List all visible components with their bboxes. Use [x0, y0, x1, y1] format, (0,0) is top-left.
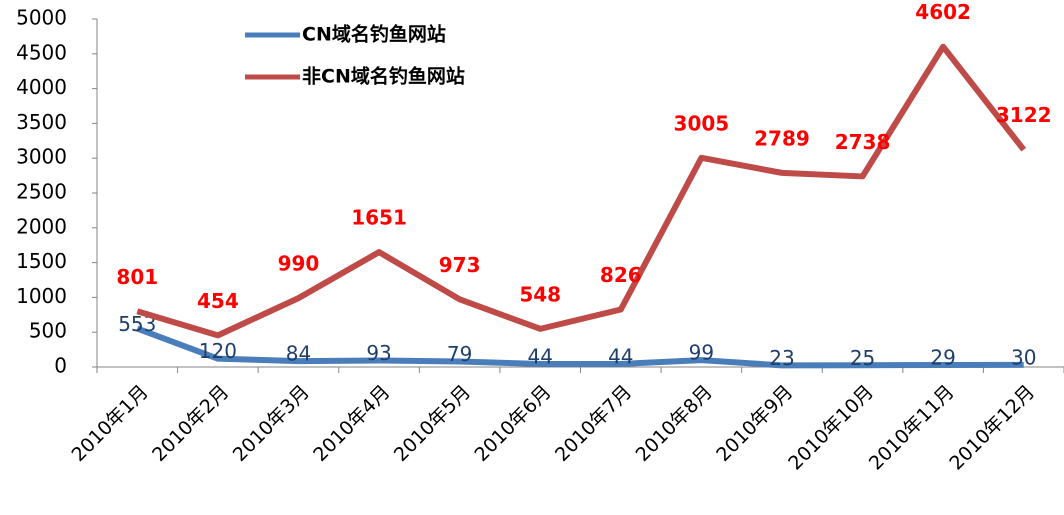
data-label: 84	[286, 342, 311, 366]
y-tick-label: 4000	[16, 75, 67, 99]
data-label: 801	[116, 265, 158, 289]
data-label: 3005	[674, 111, 730, 135]
x-tick-label: 2010年12月	[945, 381, 1039, 475]
data-label: 93	[366, 341, 391, 365]
data-label: 3122	[996, 103, 1052, 127]
data-label: 99	[689, 341, 714, 365]
data-label: 44	[527, 344, 552, 368]
y-tick-label: 4500	[16, 40, 67, 64]
data-label: 30	[1011, 345, 1036, 369]
legend-label: 非CN域名钓鱼网站	[302, 65, 465, 88]
y-tick-label: 5000	[16, 6, 67, 30]
line	[136, 325, 1024, 369]
data-label: 1651	[351, 206, 407, 230]
y-tick-label: 3000	[16, 145, 67, 169]
x-tick-label: 2010年7月	[551, 381, 636, 466]
x-tick-label: 2010年8月	[632, 381, 717, 466]
data-label: 548	[519, 282, 561, 306]
y-tick-label: 1500	[16, 249, 67, 273]
x-tick-label: 2010年5月	[390, 381, 475, 466]
data-label: 990	[278, 252, 320, 276]
data-label: 79	[447, 342, 472, 366]
data-label: 2789	[754, 126, 810, 150]
x-tick-label: 2010年1月	[68, 381, 153, 466]
data-label: 44	[608, 344, 633, 368]
x-tick-label: 2010年4月	[309, 381, 394, 466]
legend-label: CN域名钓鱼网站	[302, 23, 446, 46]
data-label: 29	[930, 345, 955, 369]
data-label: 4602	[915, 0, 971, 24]
data-label: 826	[600, 263, 642, 287]
x-tick-label: 2010年2月	[148, 381, 233, 466]
x-tick-label: 2010年9月	[712, 381, 797, 466]
line	[136, 43, 1027, 339]
x-tick-label: 2010年6月	[470, 381, 555, 466]
x-tick-label: 2010年10月	[784, 381, 878, 475]
data-label: 973	[439, 253, 481, 277]
x-tick-label: 2010年11月	[865, 381, 959, 475]
y-tick-label: 500	[29, 319, 67, 343]
y-tick-label: 3500	[16, 110, 67, 134]
y-tick-label: 1000	[16, 284, 67, 308]
data-label: 23	[769, 346, 794, 370]
data-label: 25	[850, 346, 875, 370]
y-tick-label: 0	[54, 354, 67, 378]
data-label: 120	[199, 339, 237, 363]
data-label: 2738	[835, 130, 891, 154]
x-tick-label: 2010年3月	[229, 381, 314, 466]
y-tick-label: 2500	[16, 180, 67, 204]
data-label: 454	[197, 289, 239, 313]
y-tick-label: 2000	[16, 214, 67, 238]
